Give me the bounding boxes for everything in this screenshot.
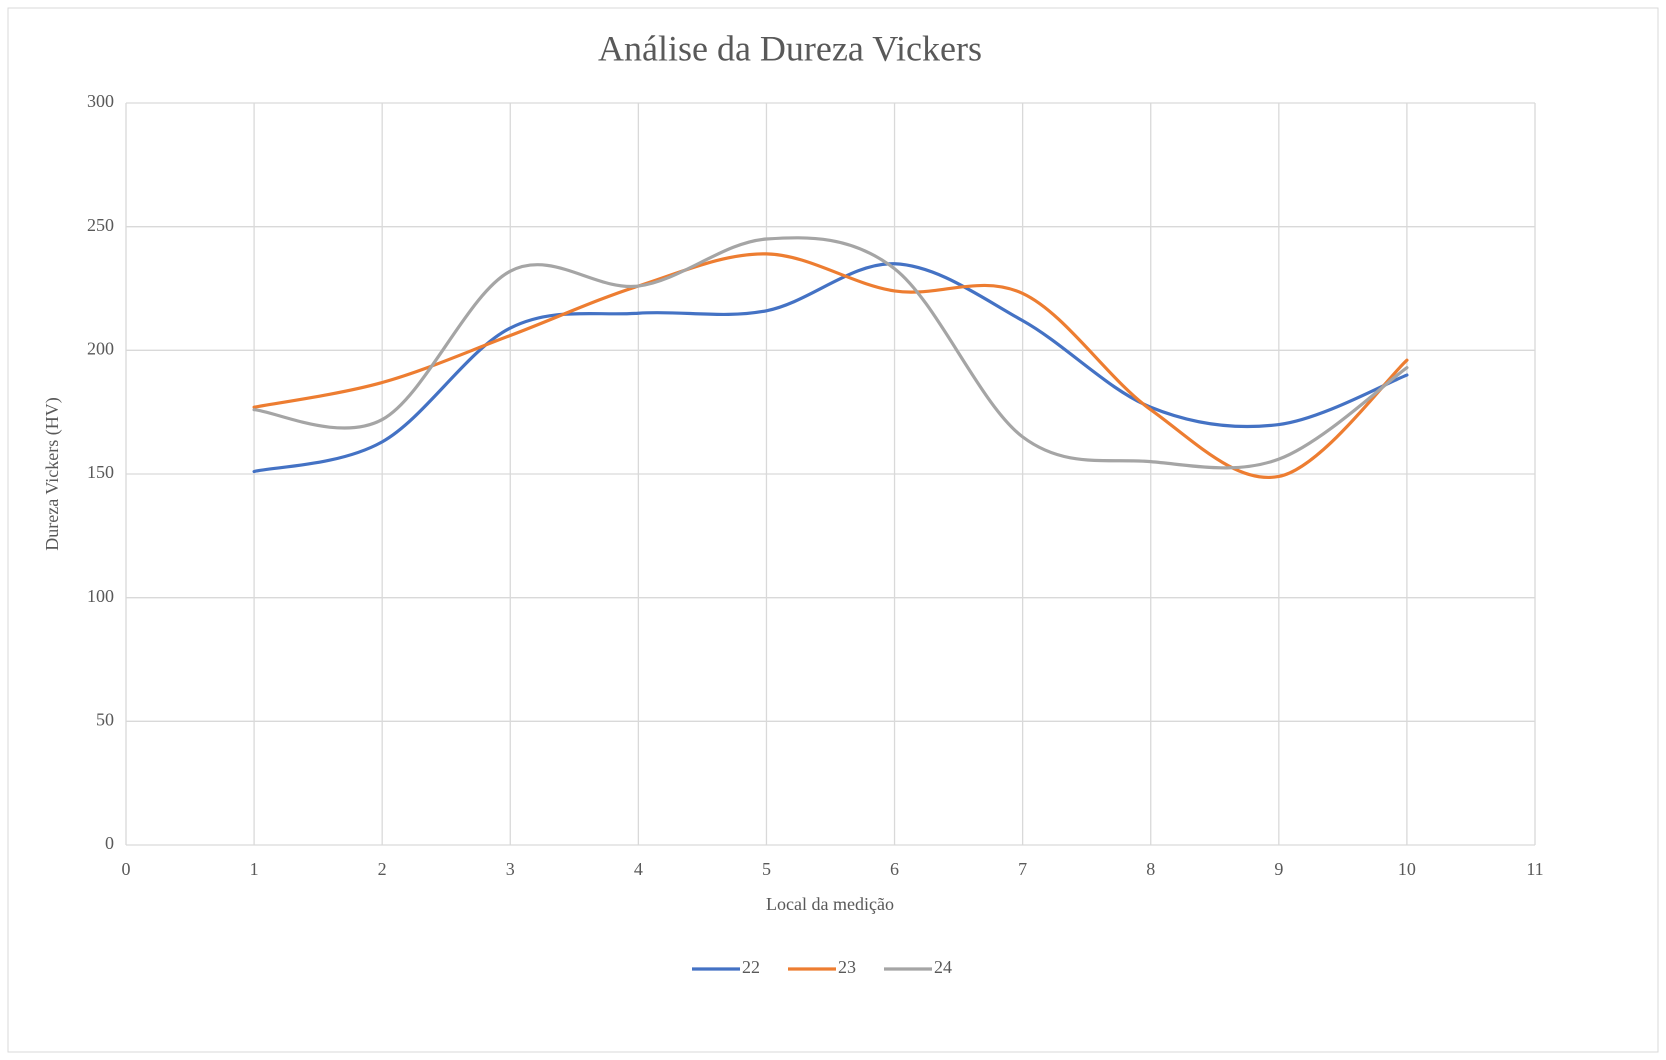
x-tick-label: 6 [890, 859, 899, 879]
y-tick-label: 0 [105, 833, 114, 853]
y-tick-label: 300 [87, 91, 114, 111]
legend-label: 22 [742, 957, 760, 977]
y-tick-label: 200 [87, 338, 114, 358]
x-tick-label: 5 [762, 859, 771, 879]
x-tick-label: 2 [378, 859, 387, 879]
x-axis-title: Local da medição [766, 894, 894, 914]
legend-label: 23 [838, 957, 856, 977]
series-line [252, 236, 1409, 470]
y-tick-label: 250 [87, 215, 114, 235]
x-tick-label: 8 [1146, 859, 1155, 879]
y-axis-title: Dureza Vickers (HV) [42, 397, 63, 551]
x-tick-label: 1 [250, 859, 259, 879]
y-tick-label: 150 [87, 462, 114, 482]
x-tick-label: 7 [1018, 859, 1027, 879]
series-line [252, 262, 1409, 474]
chart-border [7, 7, 1659, 1053]
x-tick-label: 9 [1274, 859, 1283, 879]
y-tick-label: 50 [96, 709, 114, 729]
x-tick-label: 3 [506, 859, 515, 879]
x-tick-label: 11 [1526, 859, 1543, 879]
x-tick-label: 10 [1398, 859, 1416, 879]
chart-title: Análise da Dureza Vickers [598, 28, 982, 68]
y-tick-label: 100 [87, 586, 114, 606]
x-tick-label: 4 [634, 859, 643, 879]
legend-label: 24 [934, 957, 952, 977]
x-tick-label: 0 [122, 859, 131, 879]
